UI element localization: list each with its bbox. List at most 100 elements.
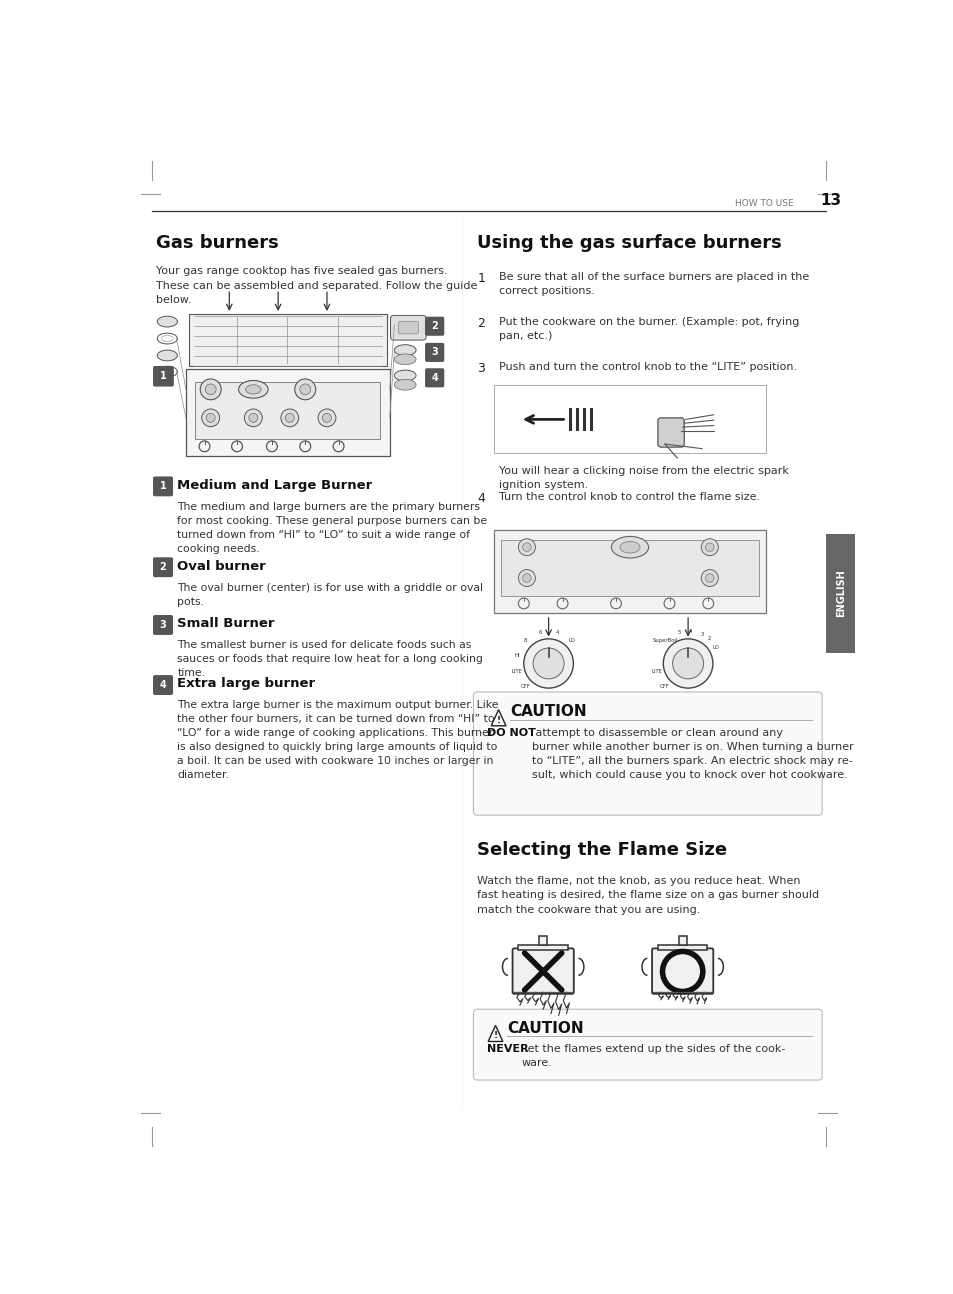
Text: NEVER: NEVER xyxy=(486,1044,528,1053)
Circle shape xyxy=(523,639,573,688)
FancyBboxPatch shape xyxy=(494,531,765,613)
Text: 1: 1 xyxy=(160,371,167,382)
Text: Push and turn the control knob to the “LITE” position.: Push and turn the control knob to the “L… xyxy=(498,361,797,371)
Text: The oval burner (center) is for use with a griddle or oval
pots.: The oval burner (center) is for use with… xyxy=(177,582,483,607)
Text: Turn the control knob to control the flame size.: Turn the control knob to control the fla… xyxy=(498,492,760,502)
Ellipse shape xyxy=(157,316,177,327)
Text: Watch the flame, not the knob, as you reduce heat. When
fast heating is desired,: Watch the flame, not the knob, as you re… xyxy=(476,876,819,915)
Circle shape xyxy=(522,543,531,551)
Text: DO NOT: DO NOT xyxy=(486,729,535,738)
Text: 6: 6 xyxy=(537,630,541,635)
Bar xyxy=(679,936,686,946)
Circle shape xyxy=(280,409,298,427)
FancyBboxPatch shape xyxy=(397,322,418,334)
Text: 1: 1 xyxy=(159,481,166,492)
Text: CAUTION: CAUTION xyxy=(509,704,586,718)
Bar xyxy=(195,382,380,439)
Text: 3: 3 xyxy=(159,620,166,630)
Circle shape xyxy=(202,409,219,427)
Circle shape xyxy=(322,413,331,422)
Text: 2: 2 xyxy=(159,562,166,572)
Bar xyxy=(500,541,759,597)
Text: LO: LO xyxy=(568,638,575,643)
Circle shape xyxy=(517,569,535,586)
Text: 4: 4 xyxy=(688,629,692,634)
Ellipse shape xyxy=(394,370,416,380)
Text: 1: 1 xyxy=(476,272,485,285)
Ellipse shape xyxy=(394,344,416,356)
Text: The smallest burner is used for delicate foods such as
sauces or foods that requ: The smallest burner is used for delicate… xyxy=(177,641,483,678)
Ellipse shape xyxy=(619,541,639,553)
FancyBboxPatch shape xyxy=(824,534,854,653)
FancyBboxPatch shape xyxy=(658,418,683,448)
Circle shape xyxy=(205,384,216,395)
FancyBboxPatch shape xyxy=(425,369,443,387)
Bar xyxy=(517,946,567,950)
Circle shape xyxy=(285,413,294,422)
Ellipse shape xyxy=(611,537,648,558)
Circle shape xyxy=(294,379,315,400)
Text: HI: HI xyxy=(514,652,519,657)
Text: Gas burners: Gas burners xyxy=(156,234,279,252)
Text: 3: 3 xyxy=(476,361,485,375)
Ellipse shape xyxy=(245,384,261,393)
Text: LITE: LITE xyxy=(651,669,661,674)
Text: Small Burner: Small Burner xyxy=(177,617,274,630)
Text: Selecting the Flame Size: Selecting the Flame Size xyxy=(476,841,726,859)
Text: let the flames extend up the sides of the cook-
ware.: let the flames extend up the sides of th… xyxy=(521,1044,785,1068)
Circle shape xyxy=(533,648,563,679)
Text: HOW TO USE: HOW TO USE xyxy=(734,199,792,207)
FancyBboxPatch shape xyxy=(473,692,821,815)
Bar xyxy=(186,369,390,455)
Ellipse shape xyxy=(394,355,416,365)
FancyBboxPatch shape xyxy=(153,366,172,386)
FancyBboxPatch shape xyxy=(153,558,172,576)
Text: 4: 4 xyxy=(555,630,558,635)
Text: You will hear a clicking noise from the electric spark
ignition system.: You will hear a clicking noise from the … xyxy=(498,466,788,490)
Bar xyxy=(189,314,386,366)
Text: Put the cookware on the burner. (Example: pot, frying
pan, etc.): Put the cookware on the burner. (Example… xyxy=(498,317,799,342)
Text: CAUTION: CAUTION xyxy=(506,1021,583,1035)
Text: 2: 2 xyxy=(706,637,710,642)
FancyBboxPatch shape xyxy=(425,343,443,361)
Ellipse shape xyxy=(394,379,416,389)
Text: SuperBoil: SuperBoil xyxy=(652,638,677,643)
Text: 2: 2 xyxy=(431,321,437,331)
Text: Be sure that all of the surface burners are placed in the
correct positions.: Be sure that all of the surface burners … xyxy=(498,272,808,296)
Text: The extra large burner is the maximum output burner. Like
the other four burners: The extra large burner is the maximum ou… xyxy=(177,700,498,780)
Text: Medium and Large Burner: Medium and Large Burner xyxy=(177,479,373,492)
Circle shape xyxy=(317,409,335,427)
Text: 3: 3 xyxy=(431,347,437,357)
FancyBboxPatch shape xyxy=(390,316,426,340)
Circle shape xyxy=(200,379,221,400)
FancyBboxPatch shape xyxy=(425,317,443,335)
Text: 4: 4 xyxy=(431,373,437,383)
Text: Oval burner: Oval burner xyxy=(177,559,266,572)
Circle shape xyxy=(672,648,703,679)
Text: 2: 2 xyxy=(476,317,485,330)
Circle shape xyxy=(244,409,262,427)
Ellipse shape xyxy=(238,380,268,399)
Text: LO: LO xyxy=(712,644,719,650)
Text: ENGLISH: ENGLISH xyxy=(835,569,845,617)
FancyBboxPatch shape xyxy=(153,616,172,634)
FancyBboxPatch shape xyxy=(512,949,573,994)
Text: Your gas range cooktop has five sealed gas burners.
These can be assembled and s: Your gas range cooktop has five sealed g… xyxy=(156,267,477,305)
Text: OFF: OFF xyxy=(520,683,530,688)
Text: attempt to disassemble or clean around any
burner while another burner is on. Wh: attempt to disassemble or clean around a… xyxy=(531,729,852,780)
Circle shape xyxy=(662,639,712,688)
Text: 4: 4 xyxy=(476,492,485,505)
Ellipse shape xyxy=(157,351,177,361)
Text: LITE: LITE xyxy=(511,669,522,674)
Circle shape xyxy=(299,384,311,395)
FancyBboxPatch shape xyxy=(153,675,172,695)
Circle shape xyxy=(700,538,718,555)
Text: 3: 3 xyxy=(700,631,702,637)
FancyBboxPatch shape xyxy=(652,949,713,994)
Text: 8: 8 xyxy=(523,638,527,643)
Circle shape xyxy=(700,569,718,586)
Text: 13: 13 xyxy=(819,193,841,207)
Text: OFF: OFF xyxy=(659,683,669,688)
Text: The medium and large burners are the primary burners
for most cooking. These gen: The medium and large burners are the pri… xyxy=(177,502,487,554)
Circle shape xyxy=(522,573,531,582)
